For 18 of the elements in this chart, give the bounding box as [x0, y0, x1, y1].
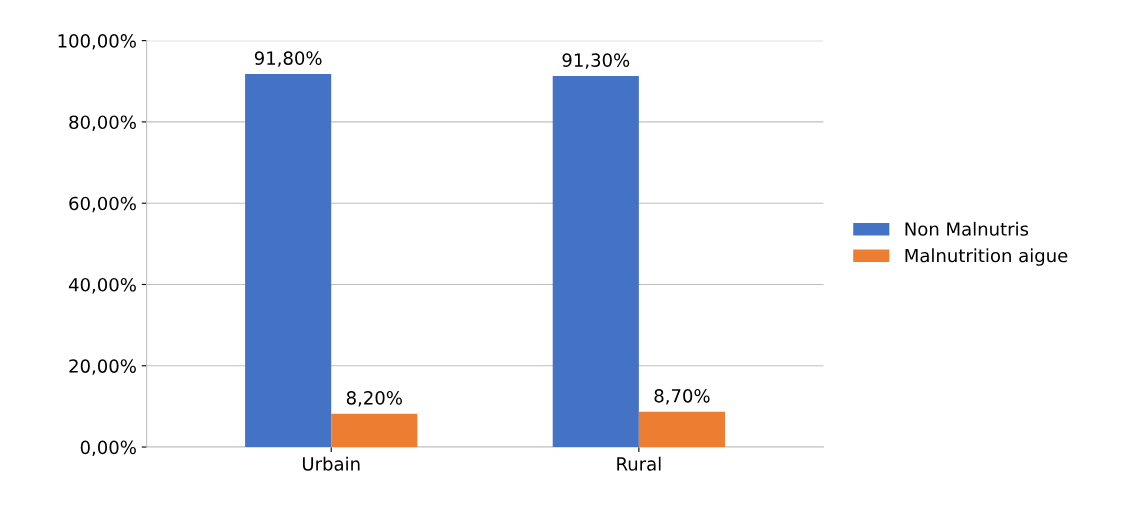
data-label: 8,20% [346, 391, 402, 407]
y-tick-label: 100,00% [58, 34, 136, 50]
y-tick-label: 40,00% [68, 277, 136, 294]
x-tick-label: Rural [617, 456, 661, 471]
legend-label: Non Malnutris [905, 221, 1029, 236]
data-label: 91,80% [254, 51, 322, 67]
bar [638, 411, 725, 448]
x-tick-label: Urbain [302, 456, 360, 471]
y-tick-label: 20,00% [69, 359, 136, 375]
legend-label: Malnutrition aigue [905, 248, 1068, 266]
data-label: 91,30% [562, 53, 630, 69]
y-tick-label: 0,00% [80, 440, 136, 456]
bar [331, 413, 418, 448]
data-label: 8,70% [654, 388, 710, 405]
bar [552, 76, 639, 448]
y-tick-label: 60,00% [69, 196, 136, 213]
bar [245, 73, 332, 448]
y-tick-label: 80,00% [69, 115, 136, 131]
